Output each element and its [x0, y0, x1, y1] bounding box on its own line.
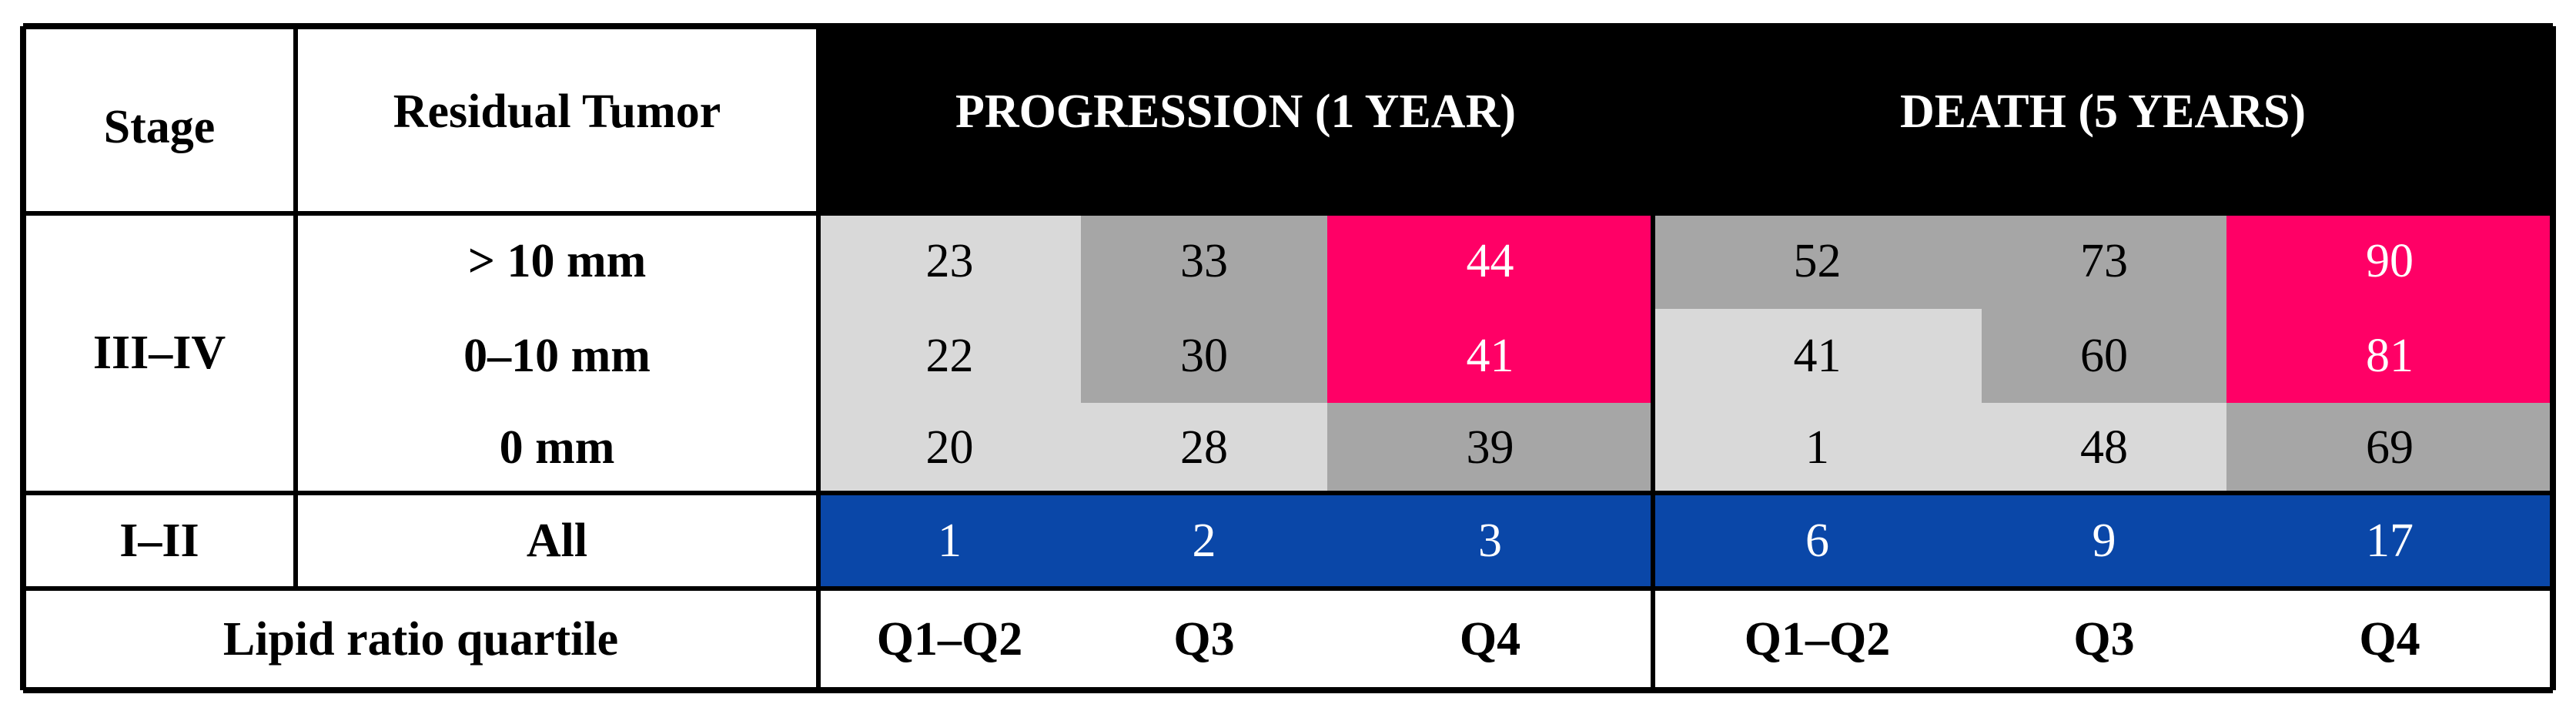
group-header: PROGRESSION (1 YEAR): [955, 86, 1516, 138]
rule: [20, 26, 26, 690]
value-cell: 23: [818, 213, 1081, 309]
value-cell: 69: [2226, 403, 2553, 493]
value-cell: 2: [1081, 493, 1327, 589]
value-cell: 41: [1653, 309, 1982, 403]
residual-label: All: [526, 514, 588, 567]
rule: [23, 211, 2553, 216]
value-cell: 44: [1327, 213, 1653, 309]
value-cell: 39: [1327, 403, 1653, 493]
value-cell: 22: [818, 309, 1081, 403]
value-cell: 17: [2226, 493, 2553, 589]
value-cell: 60: [1982, 309, 2226, 403]
value-cell: 3: [1327, 493, 1653, 589]
stage-label: III–IV: [92, 327, 226, 379]
residual-label: > 10 mm: [467, 234, 647, 287]
quartile-label: Q3: [2073, 612, 2135, 666]
header-black: [818, 26, 2553, 213]
value-cell: 1: [818, 493, 1081, 589]
value-cell: 6: [1653, 493, 1982, 589]
rule: [23, 23, 2553, 29]
rule: [816, 26, 821, 690]
value-cell: 30: [1081, 309, 1327, 403]
value-cell: 81: [2226, 309, 2553, 403]
value-cell: 1: [1653, 403, 1982, 493]
rule: [23, 687, 2553, 693]
value-cell: 48: [1982, 403, 2226, 493]
quartile-label: Q4: [1459, 612, 1521, 666]
value-cell: 28: [1081, 403, 1327, 493]
value-cell: 20: [818, 403, 1081, 493]
rule: [293, 26, 298, 589]
rule: [2550, 26, 2556, 690]
rule: [23, 491, 2553, 495]
stage-label: I–II: [119, 514, 199, 567]
value-cell: 90: [2226, 213, 2553, 309]
residual-label: 0–10 mm: [463, 329, 651, 382]
residual-header: Residual Tumor: [393, 86, 721, 138]
residual-label: 0 mm: [499, 421, 615, 474]
quartile-label: Q3: [1173, 612, 1235, 666]
footer-label: Lipid ratio quartile: [222, 612, 619, 666]
stage-header: Stage: [103, 101, 216, 153]
quartile-label: Q4: [2359, 612, 2420, 666]
group-header: DEATH (5 YEARS): [1899, 86, 2307, 138]
value-cell: 33: [1081, 213, 1327, 309]
value-cell: 9: [1982, 493, 2226, 589]
value-cell: 52: [1653, 213, 1982, 309]
quartile-label: Q1–Q2: [1744, 612, 1891, 666]
rule: [1651, 26, 1655, 690]
rule: [23, 586, 2553, 591]
value-cell: 41: [1327, 309, 1653, 403]
quartile-label: Q1–Q2: [876, 612, 1023, 666]
value-cell: 73: [1982, 213, 2226, 309]
